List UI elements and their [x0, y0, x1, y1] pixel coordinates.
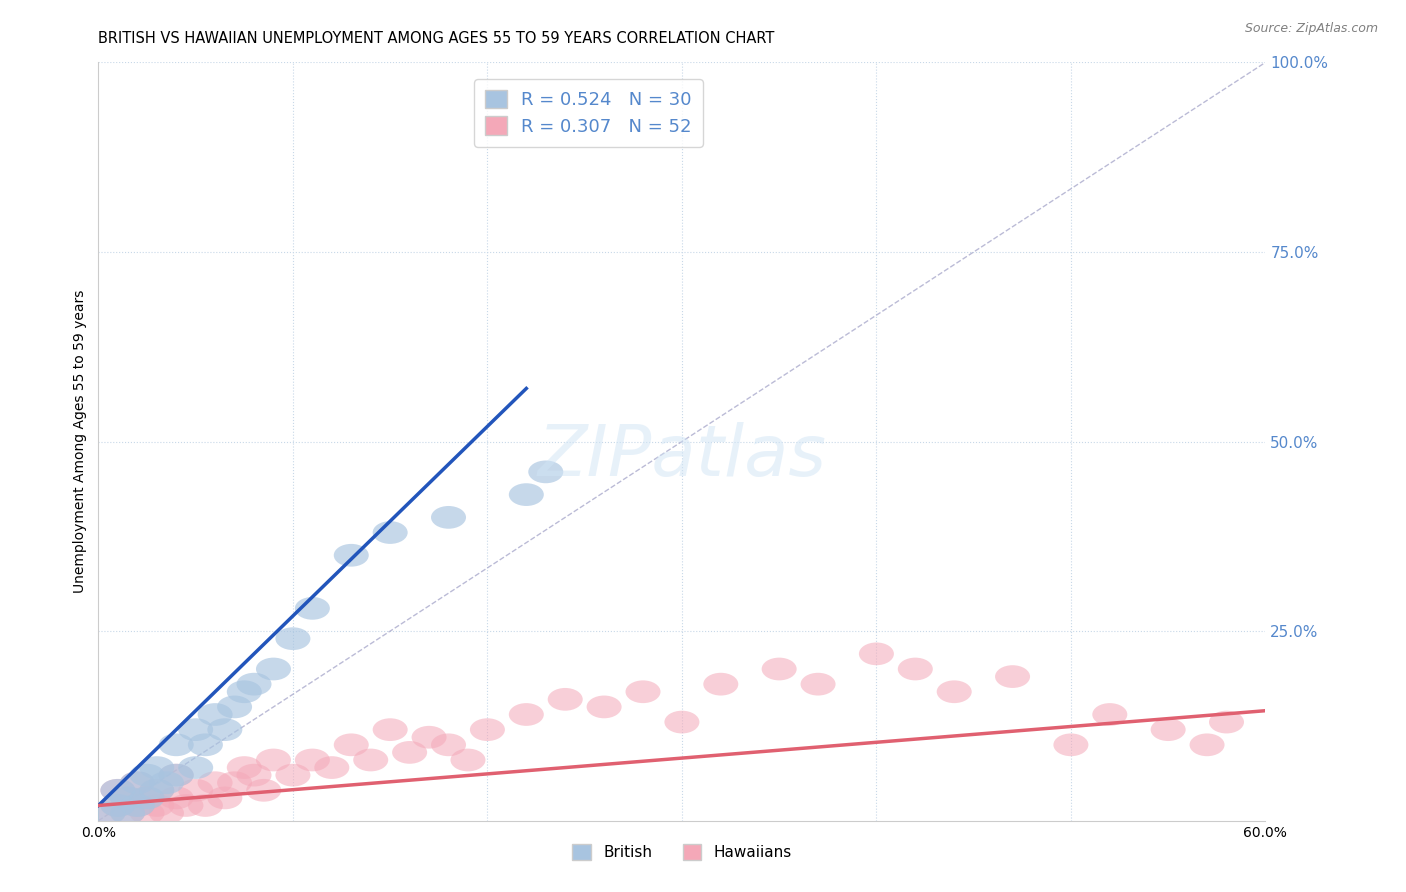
- Ellipse shape: [110, 787, 145, 809]
- Ellipse shape: [129, 787, 165, 809]
- Y-axis label: Unemployment Among Ages 55 to 59 years: Unemployment Among Ages 55 to 59 years: [73, 290, 87, 593]
- Ellipse shape: [217, 696, 252, 718]
- Ellipse shape: [129, 764, 165, 787]
- Ellipse shape: [159, 764, 194, 787]
- Ellipse shape: [159, 733, 194, 756]
- Text: BRITISH VS HAWAIIAN UNEMPLOYMENT AMONG AGES 55 TO 59 YEARS CORRELATION CHART: BRITISH VS HAWAIIAN UNEMPLOYMENT AMONG A…: [98, 31, 775, 46]
- Ellipse shape: [373, 718, 408, 741]
- Ellipse shape: [149, 802, 184, 824]
- Ellipse shape: [149, 772, 184, 794]
- Ellipse shape: [110, 802, 145, 824]
- Ellipse shape: [936, 681, 972, 703]
- Ellipse shape: [226, 756, 262, 779]
- Ellipse shape: [179, 756, 214, 779]
- Ellipse shape: [188, 733, 224, 756]
- Ellipse shape: [90, 802, 125, 824]
- Ellipse shape: [295, 597, 330, 620]
- Ellipse shape: [198, 772, 232, 794]
- Ellipse shape: [198, 703, 232, 726]
- Ellipse shape: [226, 681, 262, 703]
- Ellipse shape: [100, 779, 135, 802]
- Ellipse shape: [509, 703, 544, 726]
- Ellipse shape: [898, 657, 932, 681]
- Ellipse shape: [90, 802, 125, 824]
- Ellipse shape: [179, 779, 214, 802]
- Ellipse shape: [129, 787, 165, 809]
- Ellipse shape: [276, 627, 311, 650]
- Ellipse shape: [120, 794, 155, 817]
- Ellipse shape: [236, 673, 271, 696]
- Ellipse shape: [207, 718, 242, 741]
- Ellipse shape: [1150, 718, 1185, 741]
- Ellipse shape: [548, 688, 582, 711]
- Ellipse shape: [450, 748, 485, 772]
- Ellipse shape: [432, 733, 465, 756]
- Text: ZIPatlas: ZIPatlas: [537, 422, 827, 491]
- Ellipse shape: [333, 544, 368, 566]
- Ellipse shape: [120, 772, 155, 794]
- Ellipse shape: [1053, 733, 1088, 756]
- Ellipse shape: [256, 748, 291, 772]
- Ellipse shape: [110, 787, 145, 809]
- Ellipse shape: [1189, 733, 1225, 756]
- Ellipse shape: [373, 521, 408, 544]
- Ellipse shape: [207, 787, 242, 809]
- Ellipse shape: [392, 741, 427, 764]
- Ellipse shape: [586, 696, 621, 718]
- Ellipse shape: [236, 764, 271, 787]
- Ellipse shape: [246, 779, 281, 802]
- Ellipse shape: [1209, 711, 1244, 733]
- Ellipse shape: [353, 748, 388, 772]
- Ellipse shape: [859, 642, 894, 665]
- Ellipse shape: [120, 794, 155, 817]
- Ellipse shape: [120, 772, 155, 794]
- Ellipse shape: [276, 764, 311, 787]
- Text: Source: ZipAtlas.com: Source: ZipAtlas.com: [1244, 22, 1378, 36]
- Ellipse shape: [100, 779, 135, 802]
- Ellipse shape: [703, 673, 738, 696]
- Ellipse shape: [315, 756, 349, 779]
- Ellipse shape: [295, 748, 330, 772]
- Ellipse shape: [800, 673, 835, 696]
- Ellipse shape: [188, 794, 224, 817]
- Ellipse shape: [139, 756, 174, 779]
- Ellipse shape: [139, 794, 174, 817]
- Ellipse shape: [110, 802, 145, 824]
- Ellipse shape: [169, 794, 204, 817]
- Ellipse shape: [179, 718, 214, 741]
- Ellipse shape: [256, 657, 291, 681]
- Ellipse shape: [626, 681, 661, 703]
- Ellipse shape: [333, 733, 368, 756]
- Ellipse shape: [470, 718, 505, 741]
- Ellipse shape: [412, 726, 447, 748]
- Ellipse shape: [159, 764, 194, 787]
- Legend: British, Hawaiians: British, Hawaiians: [567, 838, 797, 866]
- Ellipse shape: [665, 711, 699, 733]
- Ellipse shape: [529, 460, 564, 483]
- Ellipse shape: [995, 665, 1031, 688]
- Ellipse shape: [159, 787, 194, 809]
- Ellipse shape: [432, 506, 465, 529]
- Ellipse shape: [762, 657, 797, 681]
- Ellipse shape: [139, 779, 174, 802]
- Ellipse shape: [217, 772, 252, 794]
- Ellipse shape: [100, 794, 135, 817]
- Ellipse shape: [509, 483, 544, 506]
- Ellipse shape: [1092, 703, 1128, 726]
- Ellipse shape: [139, 779, 174, 802]
- Ellipse shape: [129, 802, 165, 824]
- Ellipse shape: [100, 794, 135, 817]
